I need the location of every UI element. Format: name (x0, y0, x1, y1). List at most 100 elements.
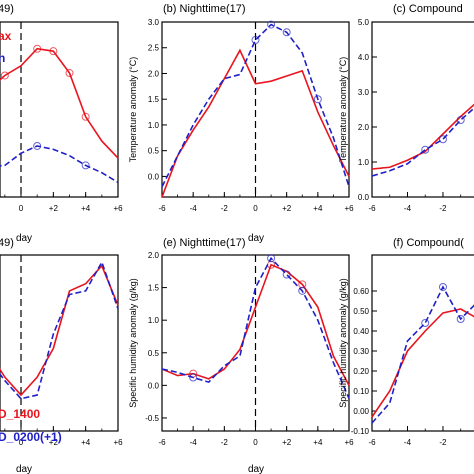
x-tick-label: -2 (439, 204, 447, 213)
data-point (251, 36, 260, 45)
panel-title: (e) Nighttime(17) (163, 237, 246, 249)
x-tick-label: +4 (313, 438, 323, 447)
y-tick-label: 2.0 (358, 123, 370, 132)
y-tick-label: 2.0 (148, 69, 160, 78)
x-tick-label: -4 (404, 438, 412, 447)
data-point (267, 20, 276, 29)
x-tick-label: +4 (81, 438, 91, 447)
y-tick-label: -0.10 (351, 427, 370, 436)
data-point (65, 69, 74, 78)
y-tick-label: 0.20 (353, 367, 369, 376)
panel-title: 49) (0, 3, 14, 15)
data-point (298, 286, 307, 295)
x-tick-label: +4 (81, 204, 91, 213)
plot-frame (371, 21, 474, 198)
data-point (282, 270, 291, 279)
x-tick-label: 0 (19, 204, 24, 213)
x-tick-label: 0 (253, 204, 258, 213)
data-point (49, 47, 58, 56)
series-line-blue (0, 260, 119, 400)
x-axis-label: day (16, 464, 32, 474)
y-tick-label: -0.5 (145, 414, 159, 423)
y-tick-label: 0.0 (358, 193, 370, 202)
y-tick-label: 3.0 (358, 88, 370, 97)
y-tick-label: 0.10 (353, 387, 369, 396)
series-line-blue (371, 107, 474, 177)
plot-frame (0, 254, 119, 432)
panel-4 (0, 254, 119, 432)
series-line-red (371, 103, 474, 170)
panel-1 (0, 21, 119, 198)
legend-label: ax (0, 29, 12, 43)
legend-label: n (0, 51, 5, 65)
data-point (189, 373, 198, 382)
data-point (313, 95, 322, 104)
x-tick-label: -6 (158, 204, 166, 213)
x-tick-label: +6 (113, 204, 123, 213)
panel-3 (371, 21, 474, 198)
x-tick-label: +2 (49, 438, 59, 447)
data-point (438, 283, 447, 291)
y-tick-label: 1.5 (148, 284, 160, 293)
y-tick-label: 0.5 (148, 147, 160, 156)
series-line-blue (161, 256, 350, 399)
series-line-red (0, 264, 119, 397)
panel-2 (161, 20, 350, 198)
data-point (267, 254, 276, 263)
data-point (81, 161, 90, 170)
data-point (456, 116, 465, 124)
data-point (0, 71, 9, 80)
y-tick-label: 1.0 (148, 316, 160, 325)
x-tick-label: +4 (313, 204, 323, 213)
data-point (33, 44, 42, 53)
data-point (282, 28, 291, 37)
y-tick-label: 2.0 (148, 251, 160, 260)
series-line-red (161, 48, 350, 198)
x-tick-label: 0 (19, 438, 24, 447)
y-tick-label: 2.5 (148, 44, 160, 53)
x-tick-label: +2 (282, 204, 292, 213)
data-point (421, 319, 430, 327)
panel-title: (c) Compound (393, 3, 463, 15)
series-line-blue (0, 145, 119, 184)
panel-title: 49) (0, 237, 14, 249)
y-tick-label: 0.50 (353, 307, 369, 316)
y-tick-label: 5.0 (358, 18, 370, 27)
x-tick-label: -6 (368, 204, 376, 213)
panel-title: (b) Nighttime(17) (163, 3, 246, 15)
series-line-blue (161, 23, 350, 188)
y-tick-label: 0.00 (353, 407, 369, 416)
y-axis-label: Specific humidity anomaly (g/kg) (338, 278, 348, 408)
y-tick-label: 3.0 (148, 18, 160, 27)
y-tick-label: 1.0 (148, 121, 160, 130)
plot-frame (371, 254, 474, 432)
x-axis-label: day (16, 233, 32, 244)
x-tick-label: +2 (49, 204, 59, 213)
x-tick-label: -4 (190, 204, 198, 213)
y-axis-label: Temperature anomaly (°C) (128, 57, 138, 163)
data-point (81, 112, 90, 121)
y-tick-label: 0.0 (148, 172, 160, 181)
y-tick-label: 0.60 (353, 287, 369, 296)
y-tick-label: 0.0 (148, 381, 160, 390)
y-tick-label: 4.0 (358, 53, 370, 62)
panel-5 (161, 254, 350, 432)
x-tick-label: +6 (344, 438, 354, 447)
x-tick-label: -6 (158, 438, 166, 447)
series-line-red (0, 47, 119, 159)
y-axis-label: Temperature anomaly (°C) (338, 57, 348, 163)
y-tick-label: 0.40 (353, 327, 369, 336)
data-point (456, 315, 465, 323)
panel-6 (371, 254, 474, 432)
series-line-blue (371, 285, 474, 424)
y-tick-label: 1.5 (148, 95, 160, 104)
x-tick-label: -4 (190, 438, 198, 447)
x-tick-label: -2 (439, 438, 447, 447)
data-point (421, 145, 430, 154)
y-tick-label: 1.0 (358, 158, 370, 167)
x-tick-label: +6 (113, 438, 123, 447)
x-tick-label: -6 (368, 438, 376, 447)
data-point (33, 141, 42, 150)
x-tick-label: 0 (253, 438, 258, 447)
